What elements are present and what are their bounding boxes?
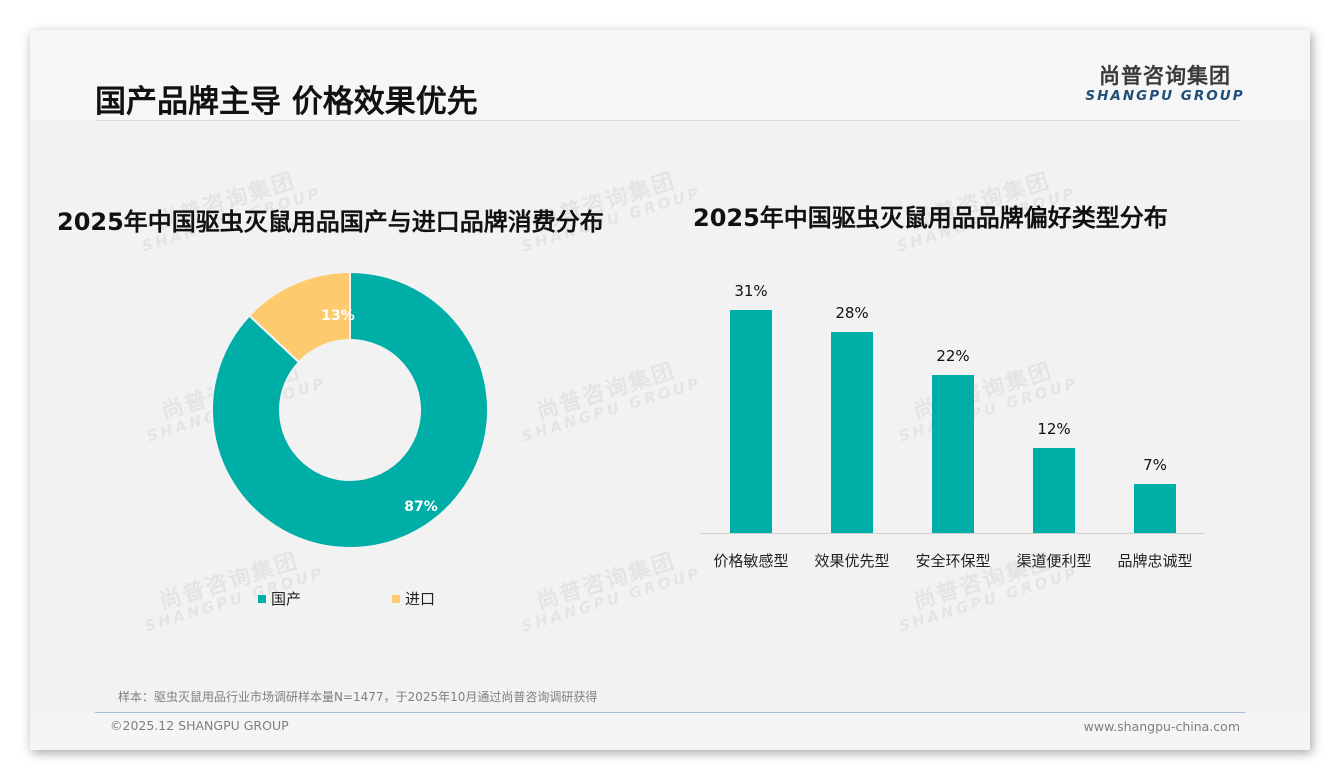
donut-label-imported: 13% xyxy=(321,308,355,324)
legend-label: 进口 xyxy=(405,590,436,608)
title-divider xyxy=(95,120,1240,121)
copyright-text: ©2025.12 SHANGPU GROUP xyxy=(110,718,289,733)
bar-effect-first xyxy=(831,332,873,534)
donut-label-domestic: 87% xyxy=(404,499,438,515)
x-axis-category: 效果优先型 xyxy=(814,552,890,570)
x-axis-category: 品牌忠诚型 xyxy=(1117,552,1193,570)
website-link[interactable]: www.shangpu-china.com xyxy=(1083,719,1240,734)
donut-chart-title: 2025年中国驱虫灭鼠用品国产与进口品牌消费分布 xyxy=(57,208,604,236)
legend-label: 国产 xyxy=(271,590,302,608)
donut-slice-domestic xyxy=(211,270,489,549)
sample-footnote: 样本：驱虫灭鼠用品行业市场调研样本量N=1477，于2025年10月通过尚普咨询… xyxy=(118,690,598,704)
legend-swatch-imported xyxy=(392,594,400,603)
bar-value-label: 31% xyxy=(734,282,768,300)
bar-value-label: 12% xyxy=(1037,420,1071,438)
bar-value-label: 28% xyxy=(835,304,869,322)
legend-item-imported: 进口 xyxy=(392,588,435,609)
logo-english-text: SHANGPU GROUP xyxy=(1085,88,1245,104)
donut-chart: 13% 87% xyxy=(210,270,490,550)
bar-price-sensitive xyxy=(730,310,772,534)
legend-swatch-domestic xyxy=(258,594,266,603)
x-axis-category: 渠道便利型 xyxy=(1016,552,1092,570)
bar-brand-loyal xyxy=(1134,484,1176,534)
donut-svg xyxy=(211,270,489,549)
company-logo: 尚普咨询集团 SHANGPU GROUP xyxy=(1085,64,1245,105)
slide: 国产品牌主导 价格效果优先 尚普咨询集团 SHANGPU GROUP 尚普咨询集… xyxy=(30,30,1310,750)
page-title: 国产品牌主导 价格效果优先 xyxy=(95,84,478,120)
bar-safe-eco xyxy=(932,375,974,534)
x-axis-line xyxy=(700,533,1205,534)
x-axis-category: 安全环保型 xyxy=(915,552,991,570)
bar-value-label: 7% xyxy=(1143,456,1167,474)
logo-chinese-text: 尚普咨询集团 xyxy=(1099,64,1231,88)
footer-divider xyxy=(95,712,1245,713)
legend-item-domestic: 国产 xyxy=(258,588,301,609)
donut-slice-imported xyxy=(247,270,351,364)
bar-chart: 31% 28% 22% 12% 7% 价格敏感型 效果优先型 安全环保型 渠道便… xyxy=(700,270,1208,570)
bar-chart-title: 2025年中国驱虫灭鼠用品品牌偏好类型分布 xyxy=(693,204,1168,232)
header-band xyxy=(30,30,1310,120)
bar-value-label: 22% xyxy=(936,347,970,365)
x-axis-category: 价格敏感型 xyxy=(713,552,789,570)
footer-band xyxy=(30,713,1310,750)
bar-channel-convenience xyxy=(1033,448,1075,534)
